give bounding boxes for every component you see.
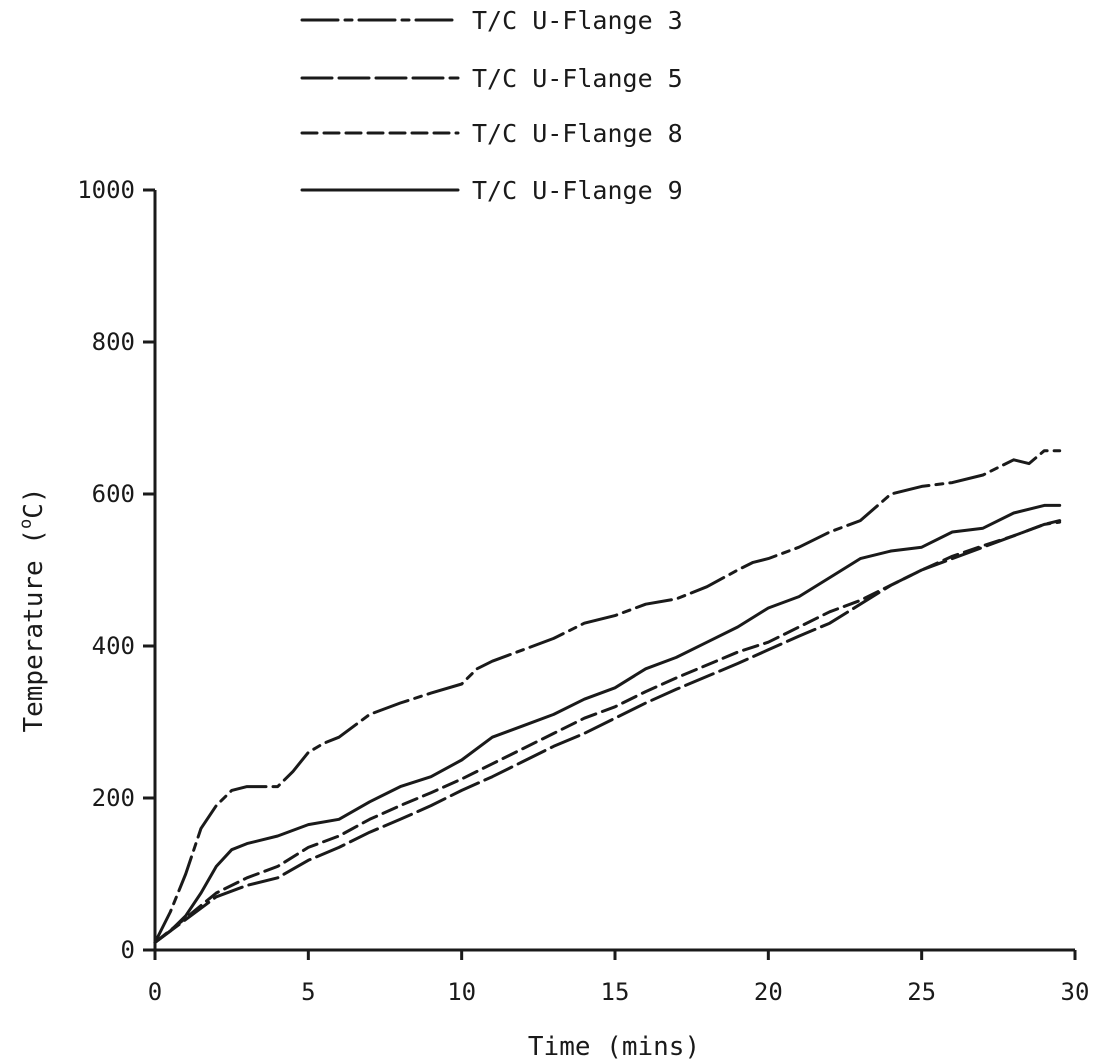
series-line-flange-1 bbox=[153, 449, 1062, 944]
x-axis-label: Time (mins) bbox=[528, 1032, 700, 1062]
legend-label: T/C U-Flange 9 bbox=[472, 176, 683, 205]
legend-label: T/C U-Flange 5 bbox=[472, 64, 683, 93]
legend-label: T/C U-Flange 3 bbox=[472, 6, 683, 35]
legend-label: T/C U-Flange 8 bbox=[472, 119, 683, 148]
y-tick-label: 1000 bbox=[77, 176, 135, 204]
y-tick-label: 400 bbox=[92, 632, 135, 660]
x-tick-label: 15 bbox=[601, 978, 630, 1006]
x-tick-label: 0 bbox=[148, 978, 162, 1006]
x-tick-label: 25 bbox=[907, 978, 936, 1006]
x-tick-label: 5 bbox=[301, 978, 315, 1006]
series-line-flange-2 bbox=[153, 520, 1062, 944]
x-tick-label: 20 bbox=[754, 978, 783, 1006]
y-axis-label-main: Temperature ( bbox=[19, 529, 49, 733]
y-tick-label: 200 bbox=[92, 784, 135, 812]
x-tick-label: 30 bbox=[1061, 978, 1090, 1006]
y-tick-label: 600 bbox=[92, 480, 135, 508]
series-group bbox=[153, 449, 1062, 944]
legend: T/C U-Flange 3 T/C U-Flange 5 T/C U-Flange… bbox=[300, 6, 683, 205]
series-line-flange-3 bbox=[153, 519, 1062, 944]
axes: 0 5 10 15 20 25 30 0 200 400 600 800 1000 bbox=[77, 176, 1089, 1006]
series-line-flange-4 bbox=[153, 503, 1062, 944]
y-axis-label: Temperature (oC) bbox=[16, 487, 49, 732]
y-tick-label: 800 bbox=[92, 328, 135, 356]
y-axis-label-sup: o bbox=[16, 519, 36, 529]
x-tick-label: 10 bbox=[447, 978, 476, 1006]
y-tick-label: 0 bbox=[121, 936, 135, 964]
y-axis-label-unit: C) bbox=[19, 487, 49, 518]
